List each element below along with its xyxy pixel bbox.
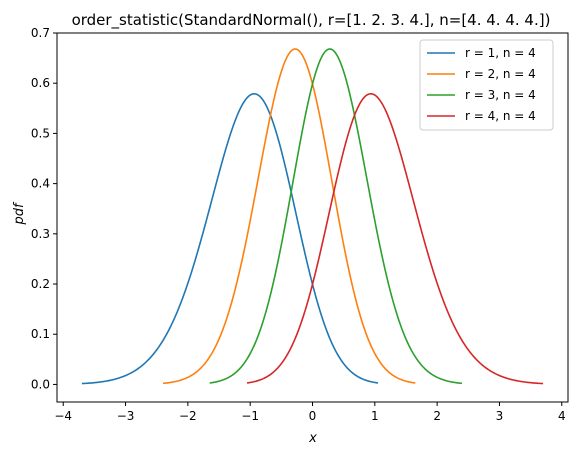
x-axis-label: x (308, 431, 317, 446)
legend-entry: r = 4, n = 4 (465, 109, 536, 123)
x-tick-label: 3 (496, 409, 504, 423)
legend: r = 1, n = 4 r = 2, n = 4 r = 3, n = 4 r = … (419, 39, 554, 131)
series-line (162, 48, 416, 385)
series-line (81, 92, 379, 385)
y-tick-label: 0.2 (31, 277, 50, 291)
y-tick-label: 0.5 (31, 126, 50, 140)
series-line (209, 48, 463, 385)
x-tick-label: −4 (54, 409, 72, 423)
y-tick-label: 0.7 (31, 26, 50, 40)
x-tick-label: −3 (117, 409, 135, 423)
y-tick-label: 0.6 (31, 76, 50, 90)
legend-box (419, 39, 554, 131)
legend-entry: r = 1, n = 4 (465, 46, 536, 60)
legend-entry: r = 3, n = 4 (465, 88, 536, 102)
x-axis: −4 −3 −2 −1 0 1 2 3 4 (54, 402, 566, 423)
y-axis-label: pdf (12, 201, 27, 226)
y-axis: 0.0 0.1 0.2 0.3 0.4 0.5 0.6 0.7 (31, 26, 57, 391)
chart-title: order_statistic(StandardNormal(), r=[1. … (72, 11, 551, 30)
plot-area (81, 48, 544, 385)
x-tick-label: 2 (433, 409, 441, 423)
y-tick-label: 0.4 (31, 177, 50, 191)
x-tick-label: 4 (558, 409, 566, 423)
x-tick-label: −1 (241, 409, 259, 423)
legend-entry: r = 2, n = 4 (465, 67, 536, 81)
y-tick-label: 0.0 (31, 377, 50, 391)
series-line (246, 92, 544, 385)
x-tick-label: 0 (309, 409, 317, 423)
x-tick-label: −2 (179, 409, 197, 423)
x-tick-label: 1 (371, 409, 379, 423)
y-tick-label: 0.3 (31, 227, 50, 241)
y-tick-label: 0.1 (31, 327, 50, 341)
